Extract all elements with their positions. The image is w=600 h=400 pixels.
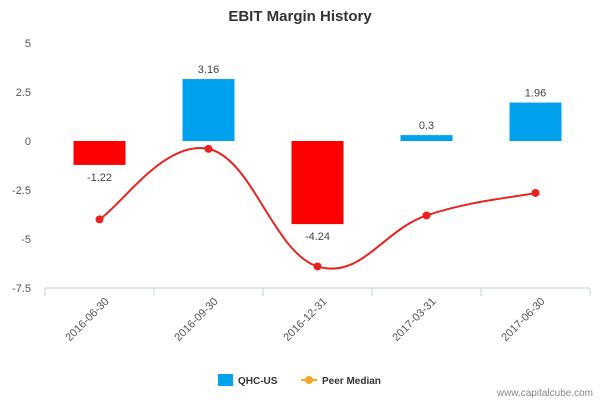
y-tick-label: -7.5 [12,283,31,295]
peer-median-point-2016-09-30[interactable] [204,144,213,153]
bar-2016-09-30[interactable] [182,79,235,141]
bar-data-label: -1.22 [87,172,112,184]
y-tick-label: -2.5 [12,185,31,197]
bar-data-label: 0.3 [419,120,434,132]
legend-item-peer-median[interactable]: Peer Median [301,376,381,387]
y-tick-label: -5 [21,234,31,246]
y-axis: 5 2.5 0 -2.5 -5 -7.5 [12,38,31,295]
bar-2017-06-30[interactable] [509,102,562,141]
source-credit: www.capitalcube.com [496,388,593,399]
y-tick-label: 2.5 [16,87,31,99]
data-labels: -1.22 3.16 -4.24 0.3 1.96 [87,64,546,243]
y-tick-label: 5 [25,38,31,50]
legend-label: QHC-US [238,376,278,387]
x-tick-label: 2016-09-30 [172,296,220,344]
bar-2016-06-30[interactable] [73,141,126,165]
line-series [95,144,540,271]
bar-2017-03-31[interactable] [400,135,453,141]
peer-median-point-2016-06-30[interactable] [95,215,104,224]
legend-swatch-bar [218,374,233,386]
legend[interactable]: QHC-US Peer Median [218,374,381,387]
peer-median-point-2017-06-30[interactable] [531,188,540,197]
x-tick-label: 2016-12-31 [281,296,329,344]
legend-label: Peer Median [322,376,381,387]
x-tick-label: 2017-03-31 [390,296,438,344]
peer-median-point-2017-03-31[interactable] [422,211,431,220]
chart-title: EBIT Margin History [228,8,372,25]
bar-data-label: 3.16 [198,64,219,76]
peer-median-point-2016-12-31[interactable] [313,262,322,271]
x-tick-label: 2017-06-30 [499,296,547,344]
peer-median-line [98,146,536,270]
x-tick-label: 2016-06-30 [63,296,111,344]
bar-data-label: -4.24 [305,231,330,243]
y-tick-label: 0 [25,136,31,148]
x-axis [44,287,591,296]
bar-series [73,79,562,225]
x-axis-labels: 2016-06-30 2016-09-30 2016-12-31 2017-03-31… [63,296,547,344]
legend-item-qhc[interactable]: QHC-US [218,374,278,387]
bar-data-label: 1.96 [525,88,546,100]
legend-swatch-marker [305,376,313,384]
bar-2016-12-31[interactable] [291,141,344,225]
